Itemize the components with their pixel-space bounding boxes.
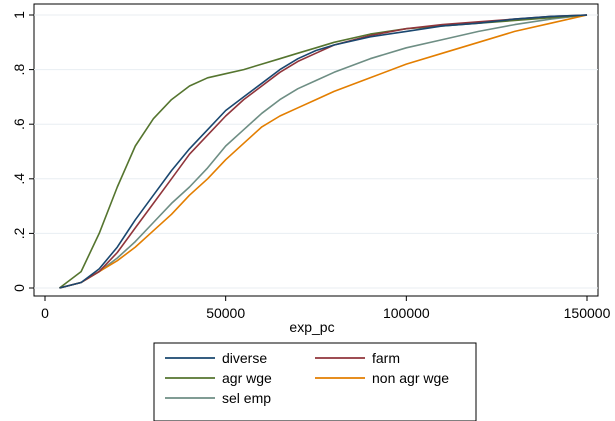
legend-label: agr wge bbox=[222, 370, 272, 386]
x-tick-label: 150000 bbox=[564, 305, 611, 321]
x-tick-label: 100000 bbox=[383, 305, 430, 321]
legend-items: diverse farm agr wge non agr wge sel emp bbox=[165, 350, 449, 406]
y-tick-label: 0 bbox=[11, 284, 27, 292]
x-tick-label: 50000 bbox=[206, 305, 245, 321]
legend-box bbox=[153, 342, 477, 421]
legend-label: sel emp bbox=[222, 390, 271, 406]
y-axis: 0 .2 .4 .6 .8 1 bbox=[11, 11, 34, 292]
series-line-sel-emp bbox=[59, 14, 588, 289]
legend-label: diverse bbox=[222, 350, 267, 366]
series-line-diverse bbox=[59, 14, 588, 289]
legend: diverse farm agr wge non agr wge sel emp bbox=[153, 342, 477, 421]
y-tick-label: .4 bbox=[11, 173, 27, 185]
series-group bbox=[59, 14, 588, 289]
x-axis-title: exp_pc bbox=[289, 319, 334, 335]
series-line-non-agr-wge bbox=[59, 14, 588, 289]
y-tick-label: .8 bbox=[11, 64, 27, 76]
x-tick-label: 0 bbox=[41, 305, 49, 321]
x-axis: 0 50000 100000 150000 bbox=[41, 296, 611, 321]
series-line-farm bbox=[59, 14, 588, 289]
legend-label: farm bbox=[372, 350, 400, 366]
legend-label: non agr wge bbox=[372, 370, 449, 386]
y-tick-label: .6 bbox=[11, 118, 27, 130]
y-tick-label: .2 bbox=[11, 227, 27, 239]
y-tick-label: 1 bbox=[11, 11, 27, 19]
grid bbox=[34, 14, 598, 289]
plot-region: 0 .2 .4 .6 .8 1 0 50000 100000 150000 bbox=[11, 3, 611, 321]
